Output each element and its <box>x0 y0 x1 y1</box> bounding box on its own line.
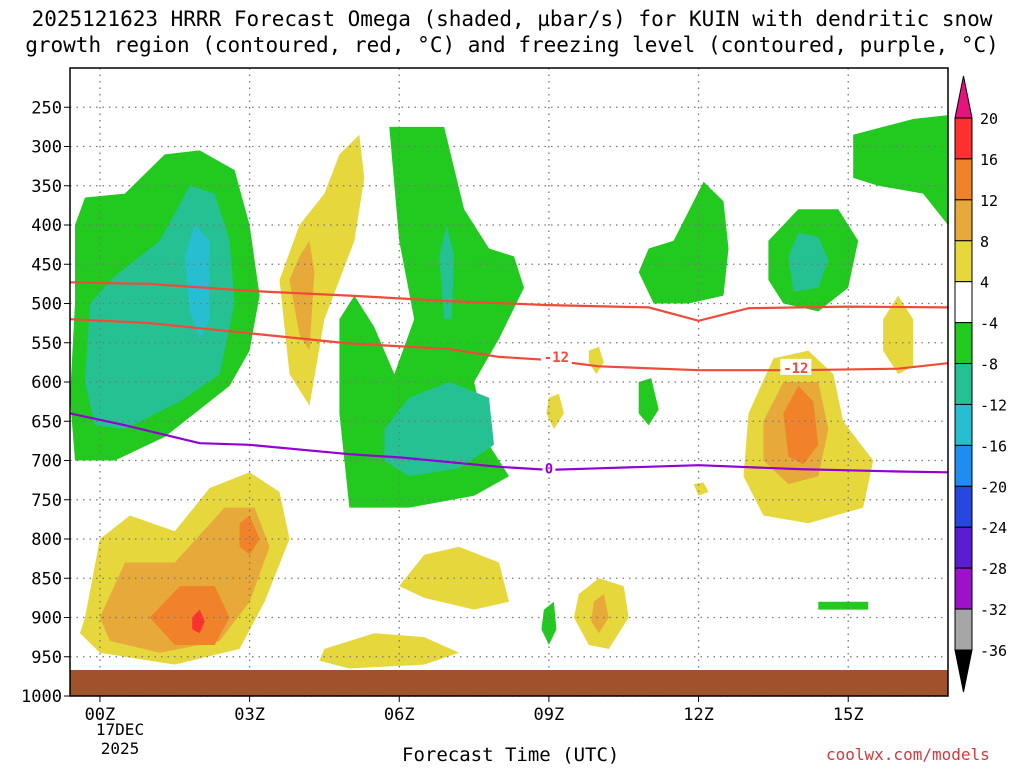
contour-dgz-lower <box>70 318 948 372</box>
date-label-year: 2025 <box>100 739 140 758</box>
omega-region-ascent-edge <box>853 115 948 225</box>
y-tick-label-900: 900 <box>31 609 62 629</box>
contour-freezing-level <box>70 412 948 474</box>
ground-fill <box>70 670 948 696</box>
colorbar-box-2 <box>954 199 973 242</box>
colorbar-label-5: -4 <box>980 315 998 333</box>
colorbar-label-1: 16 <box>980 151 998 169</box>
colorbar-box-5 <box>954 322 973 365</box>
y-tick-label-800: 800 <box>31 530 62 550</box>
colorbar-box-11 <box>954 567 973 610</box>
y-tick-label-850: 850 <box>31 569 62 589</box>
colorbar-box-0 <box>954 117 973 160</box>
colorbar-box-6 <box>954 363 973 405</box>
y-tick-label-700: 700 <box>31 452 62 472</box>
colorbar-top-arrow <box>954 75 973 119</box>
x-tick-label-12Z: 12Z <box>683 705 714 725</box>
colorbar-label-7: -12 <box>980 396 1007 414</box>
x-tick-label-06Z: 06Z <box>384 705 415 725</box>
omega-region-ascent-mid-1-core <box>184 225 210 339</box>
colorbar: 20 16 12 8 4 -4 -8 -12 -16 -20 -24 -28 -32 -36 <box>954 75 1007 693</box>
colorbar-label-8: -16 <box>980 437 1007 455</box>
x-tick-label-15Z: 15Z <box>833 705 864 725</box>
contour-lines <box>70 281 948 474</box>
colorbar-label-3: 8 <box>980 233 989 251</box>
y-tick-label-350: 350 <box>31 177 62 197</box>
y-tick-label-450: 450 <box>31 255 62 275</box>
omega-region-descent-low-3-orange <box>591 594 609 634</box>
colorbar-bottom-arrow <box>954 649 973 693</box>
credit-text: coolwx.com/models <box>826 745 990 764</box>
omega-region-descent-upper-1-orange <box>289 240 315 351</box>
omega-region-descent-low-2 <box>319 633 460 669</box>
colorbar-label-4: 4 <box>980 274 989 292</box>
y-tick-label-550: 550 <box>31 334 62 354</box>
omega-region-ascent-small-3 <box>818 601 869 610</box>
contour-label-2: 0 <box>545 461 553 477</box>
colorbar-box-10 <box>954 526 973 569</box>
title-line-1: 2025121623 HRRR Forecast Omega (shaded, … <box>31 7 993 31</box>
y-tick-label-1000: 1000 <box>21 687 62 707</box>
colorbar-label-13: -36 <box>980 642 1007 660</box>
omega-shading <box>70 115 948 669</box>
omega-region-descent-low-1-peak <box>239 515 260 555</box>
contour-dgz-upper <box>70 281 948 322</box>
omega-region-descent-mid-1-core <box>783 385 819 465</box>
colorbar-box-8 <box>954 444 973 487</box>
colorbar-label-11: -28 <box>980 560 1007 578</box>
contour-label-1: -12 <box>783 361 808 377</box>
omega-region-descent-small-4 <box>693 482 709 496</box>
date-label-day: 17DEC <box>95 720 145 739</box>
colorbar-label-6: -8 <box>980 356 998 374</box>
colorbar-label-9: -20 <box>980 478 1007 496</box>
omega-region-descent-low-1-max <box>192 609 205 634</box>
colorbar-box-3 <box>954 240 973 283</box>
y-tick-label-300: 300 <box>31 138 62 158</box>
y-tick-label-500: 500 <box>31 295 62 315</box>
omega-region-ascent-mid-2-cyan-top <box>439 225 455 320</box>
x-axis-label: Forecast Time (UTC) <box>402 744 620 766</box>
omega-region-descent-low-1-core <box>149 586 230 645</box>
y-tick-label-950: 950 <box>31 648 62 668</box>
colorbar-box-4 <box>954 281 973 324</box>
contour-label-bg-2 <box>542 459 556 476</box>
colorbar-box-12 <box>954 608 973 651</box>
y-tick-label-650: 650 <box>31 412 62 432</box>
omega-region-ascent-mid-4-cyan <box>788 232 829 292</box>
colorbar-box-7 <box>954 403 973 446</box>
colorbar-label-0: 20 <box>980 110 998 128</box>
contour-label-bg-0 <box>540 347 572 364</box>
contour-label-bg-1 <box>780 358 812 375</box>
omega-region-ascent-mid-2-cyan <box>384 382 494 477</box>
x-tick-label-00Z: 00Z <box>85 705 116 725</box>
contour-label-0: -12 <box>544 350 569 366</box>
y-tick-label-250: 250 <box>31 98 62 118</box>
omega-region-descent-small-3 <box>588 346 604 375</box>
x-tick-label-09Z: 09Z <box>534 705 565 725</box>
omega-region-ascent-small-2 <box>541 601 557 645</box>
grid-lines <box>70 68 948 697</box>
omega-region-descent-small-1 <box>546 393 564 430</box>
y-tick-label-400: 400 <box>31 216 62 236</box>
omega-region-descent-small-2 <box>883 295 914 375</box>
colorbar-label-10: -24 <box>980 519 1007 537</box>
colorbar-box-9 <box>954 485 973 528</box>
title-line-2: growth region (contoured, red, °C) and f… <box>25 33 999 57</box>
x-tick-label-03Z: 03Z <box>234 705 265 725</box>
omega-region-ascent-mid-3 <box>638 181 729 304</box>
colorbar-box-1 <box>954 158 973 201</box>
colorbar-label-2: 12 <box>980 192 998 210</box>
y-tick-label-750: 750 <box>31 491 62 511</box>
y-tick-label-600: 600 <box>31 373 62 393</box>
omega-region-ascent-small-1 <box>638 378 659 426</box>
date-label: 17DEC 2025 <box>80 720 160 758</box>
colorbar-label-12: -32 <box>980 601 1007 619</box>
chart-title: 2025121623 HRRR Forecast Omega (shaded, … <box>0 6 1024 58</box>
